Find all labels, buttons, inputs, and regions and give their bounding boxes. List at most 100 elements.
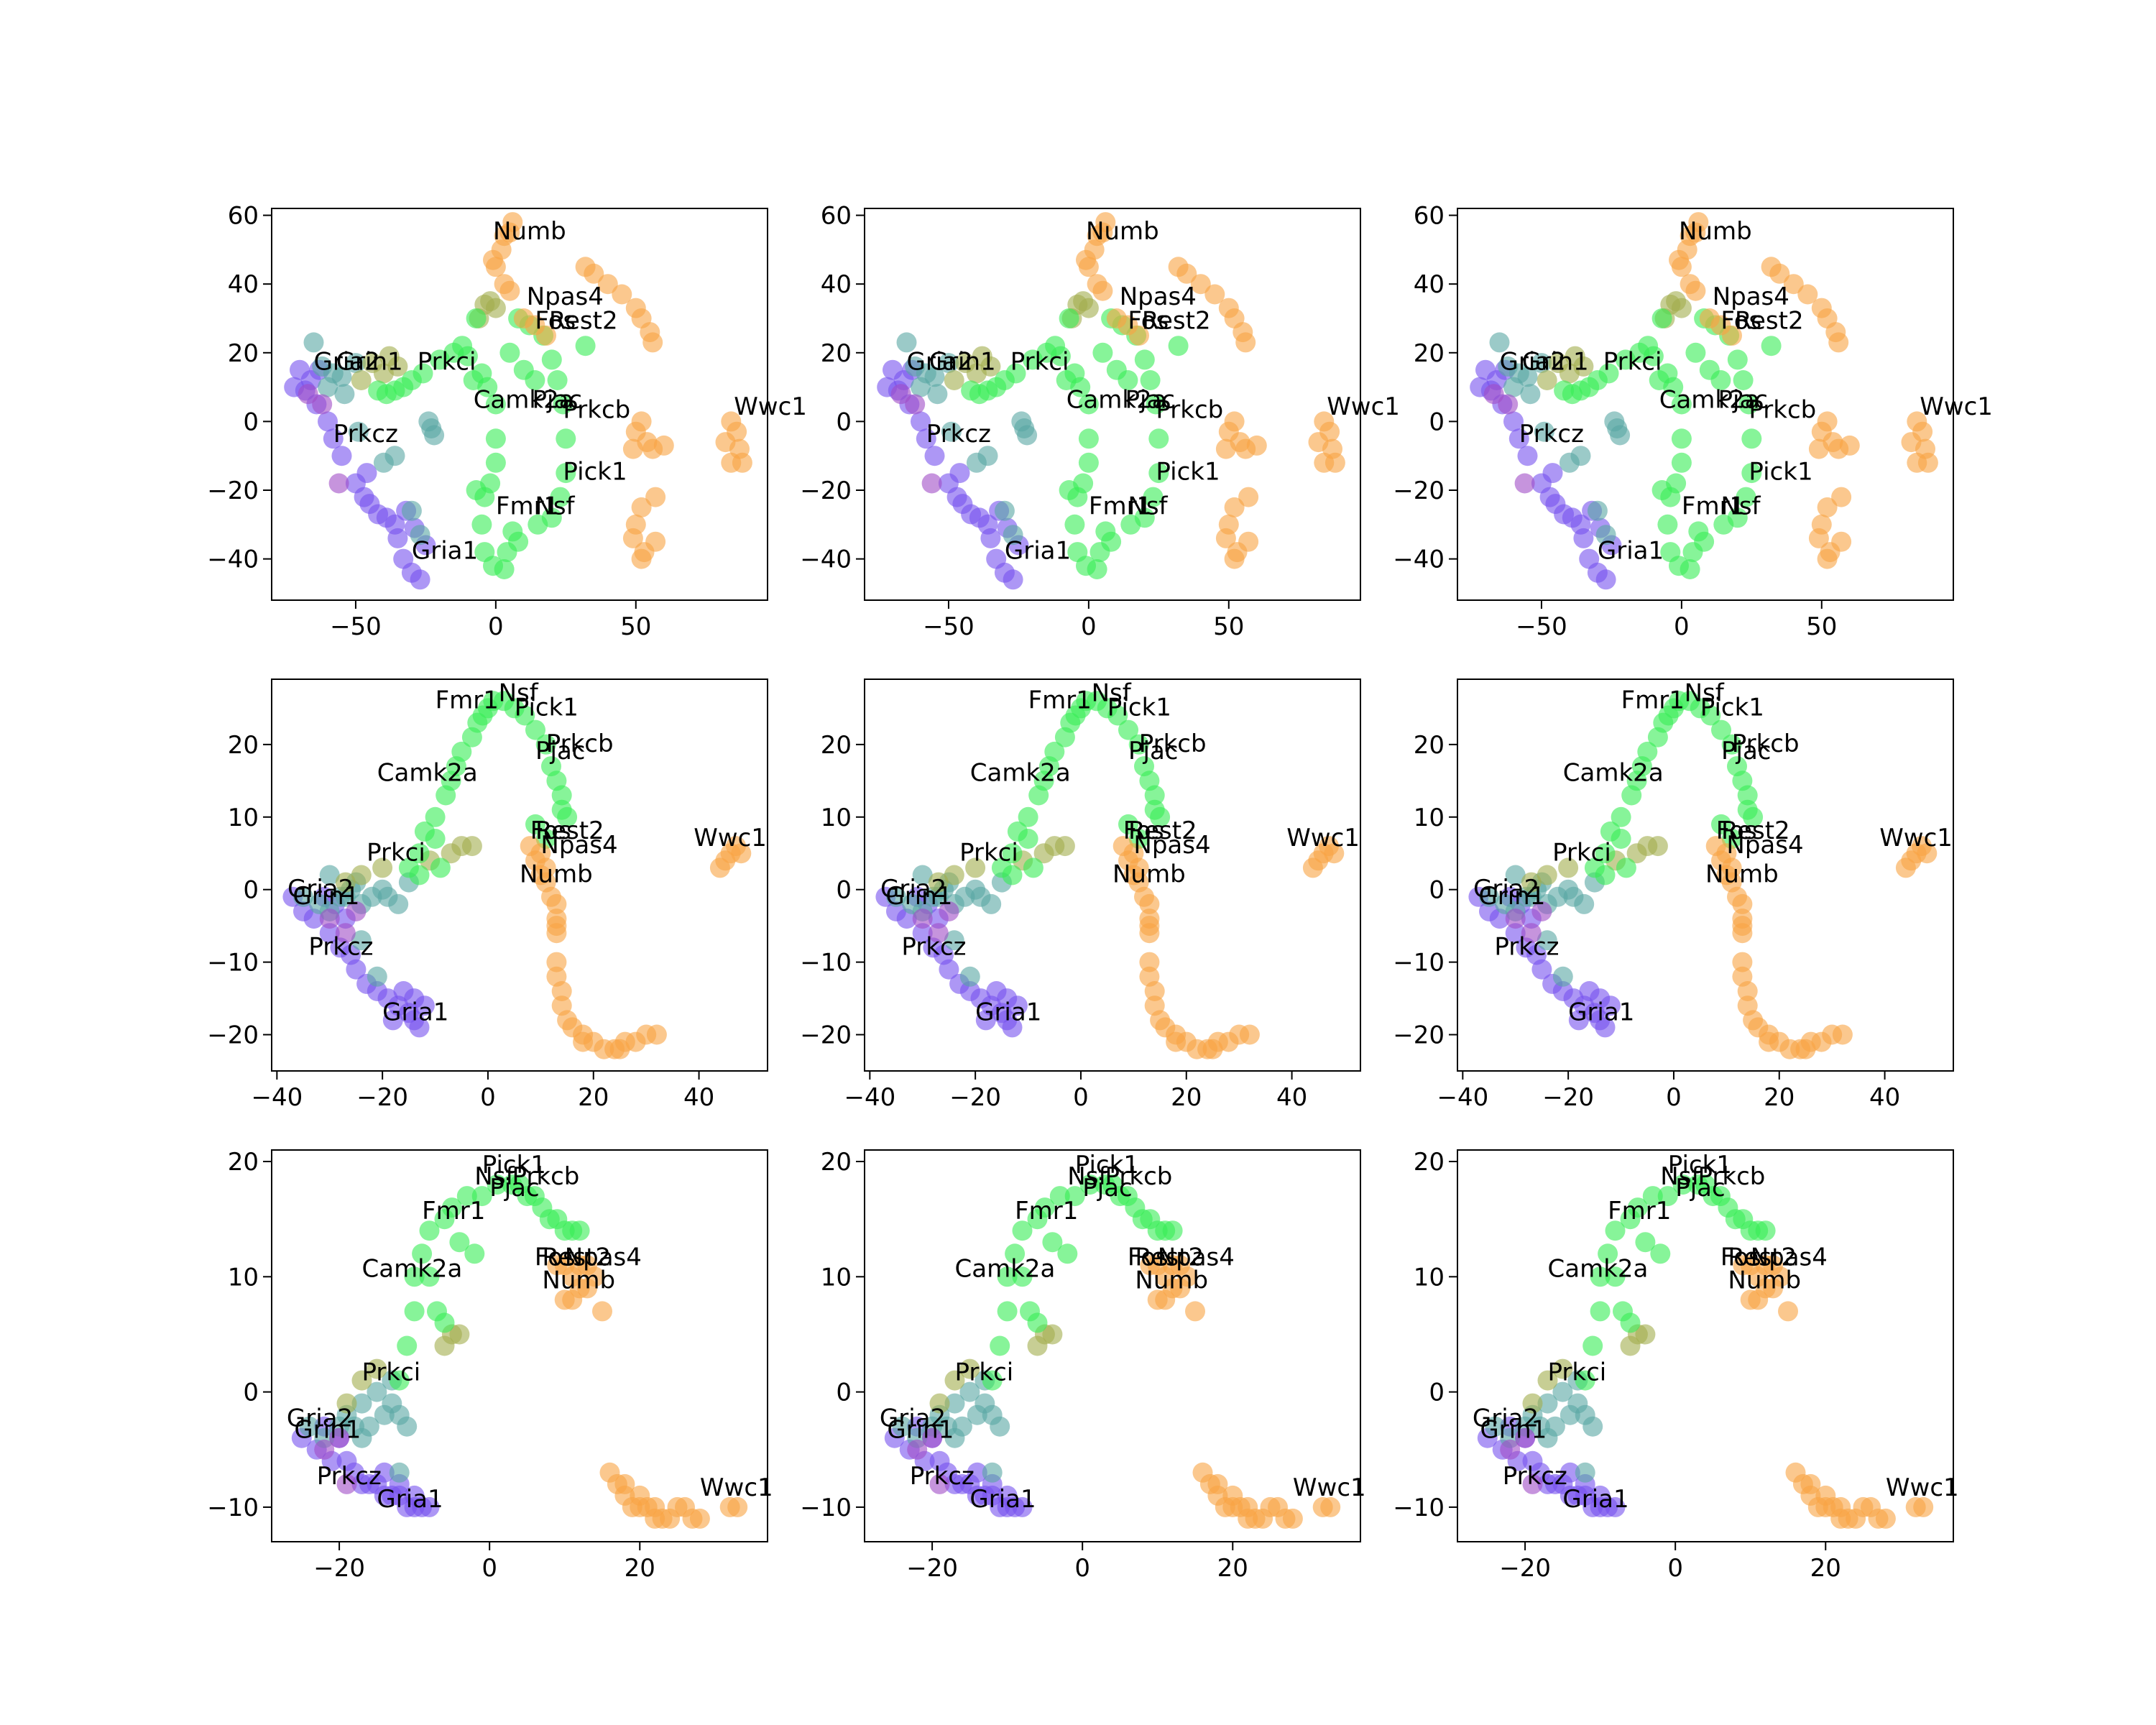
data-point	[409, 1017, 430, 1038]
y-tick-label: 0	[1429, 1379, 1445, 1407]
y-tick-label: −20	[1393, 1021, 1445, 1050]
data-point	[1542, 463, 1563, 484]
data-point	[939, 901, 959, 921]
gene-label: Npas4	[1133, 831, 1210, 860]
data-point	[1128, 734, 1149, 755]
gene-label: Grin1	[1480, 1416, 1547, 1445]
data-point	[1522, 1393, 1543, 1414]
gene-label: Numb	[1705, 860, 1779, 889]
data-point	[1595, 843, 1616, 864]
data-point	[1711, 719, 1731, 740]
data-point	[1736, 487, 1756, 507]
gene-label: Numb	[1679, 217, 1752, 246]
data-point	[1018, 806, 1038, 827]
data-point	[1700, 705, 1721, 726]
x-tick-label: −50	[330, 612, 382, 641]
gene-label: Rest2	[1735, 306, 1804, 335]
data-point	[389, 1462, 410, 1483]
gene-label: Prkcb	[1105, 1162, 1173, 1191]
x-tick-label: 40	[1276, 1083, 1307, 1112]
y-tick-label: 0	[1429, 408, 1445, 436]
gene-label: Prkcz	[1503, 1462, 1567, 1491]
data-point	[1552, 966, 1573, 987]
data-point	[1078, 394, 1099, 415]
gene-label: Prkcz	[926, 420, 991, 448]
data-point	[1092, 342, 1113, 363]
data-point	[457, 346, 478, 367]
data-point	[1139, 923, 1160, 944]
data-point	[520, 836, 540, 857]
data-point	[949, 463, 970, 484]
data-point	[592, 1301, 612, 1322]
data-point	[1235, 332, 1256, 353]
data-point	[1657, 514, 1678, 535]
data-point	[314, 1439, 335, 1460]
gene-label: Camk2a	[1548, 1254, 1649, 1283]
gene-label: Grin1	[885, 882, 952, 911]
gene-label: Camk2a	[970, 758, 1071, 787]
data-point	[298, 384, 318, 405]
gene-label: Pjac	[1125, 385, 1175, 414]
y-tick-label: 20	[821, 1148, 852, 1177]
data-point	[1007, 995, 1028, 1016]
gene-label: Gria1	[975, 998, 1041, 1026]
gene-label: Fmr1	[496, 492, 559, 521]
data-point	[1320, 1496, 1341, 1517]
data-point	[1078, 452, 1099, 473]
data-point	[990, 1416, 1010, 1437]
gene-label: Wwc1	[1886, 1473, 1959, 1502]
data-point	[461, 836, 482, 857]
x-tick-label: −20	[356, 1083, 408, 1112]
data-point	[1505, 923, 1526, 944]
gene-label: Wwc1	[1920, 392, 1993, 421]
y-tick-label: 20	[1414, 731, 1445, 760]
gene-label: Camk2a	[1067, 385, 1167, 414]
y-tick-label: −20	[1393, 477, 1445, 505]
data-point	[1531, 959, 1552, 980]
data-point	[1800, 1473, 1821, 1494]
data-point	[485, 257, 506, 277]
data-point	[346, 959, 367, 980]
data-point	[1308, 432, 1329, 453]
gene-label: Nsf	[1092, 678, 1132, 707]
data-point	[1166, 1031, 1187, 1052]
data-point	[1651, 480, 1672, 500]
data-point	[487, 1174, 507, 1195]
gene-label: Prkci	[1603, 348, 1662, 377]
data-point	[1558, 857, 1579, 878]
data-point	[434, 1312, 455, 1333]
data-point	[1514, 473, 1535, 494]
y-tick-label: −10	[800, 949, 852, 978]
data-point	[329, 1427, 350, 1448]
gene-label: Camk2a	[955, 1254, 1056, 1283]
data-point	[1515, 1427, 1536, 1448]
data-point	[553, 394, 573, 415]
gene-label: Fos	[1128, 1243, 1169, 1271]
data-point	[1044, 741, 1065, 762]
data-point	[1207, 1473, 1228, 1494]
panel-3-1-points	[291, 1174, 748, 1529]
data-point	[1531, 353, 1552, 374]
panel-3-3-points	[1477, 1174, 1934, 1529]
data-point	[924, 446, 945, 466]
data-point	[1907, 452, 1927, 473]
data-point	[944, 865, 964, 886]
gene-label: Wwc1	[1327, 392, 1400, 421]
data-point	[1727, 349, 1748, 370]
data-point	[1204, 284, 1225, 305]
x-tick-label: 20	[1217, 1554, 1248, 1583]
data-point	[1517, 367, 1538, 387]
data-point	[1663, 377, 1684, 397]
y-tick-label: −10	[1393, 1494, 1445, 1522]
y-tick-label: 40	[1414, 270, 1445, 299]
data-point	[1282, 1508, 1303, 1529]
data-point	[1144, 981, 1165, 1001]
panel-3-1-axes-frame	[271, 1149, 768, 1542]
panel-3-3-axes-frame	[1457, 1149, 1954, 1542]
gene-label: Pick1	[1075, 1151, 1139, 1179]
y-tick-label: 20	[228, 1148, 259, 1177]
gene-label: Prkcz	[1494, 933, 1559, 962]
y-tick-label: 60	[1414, 202, 1445, 231]
